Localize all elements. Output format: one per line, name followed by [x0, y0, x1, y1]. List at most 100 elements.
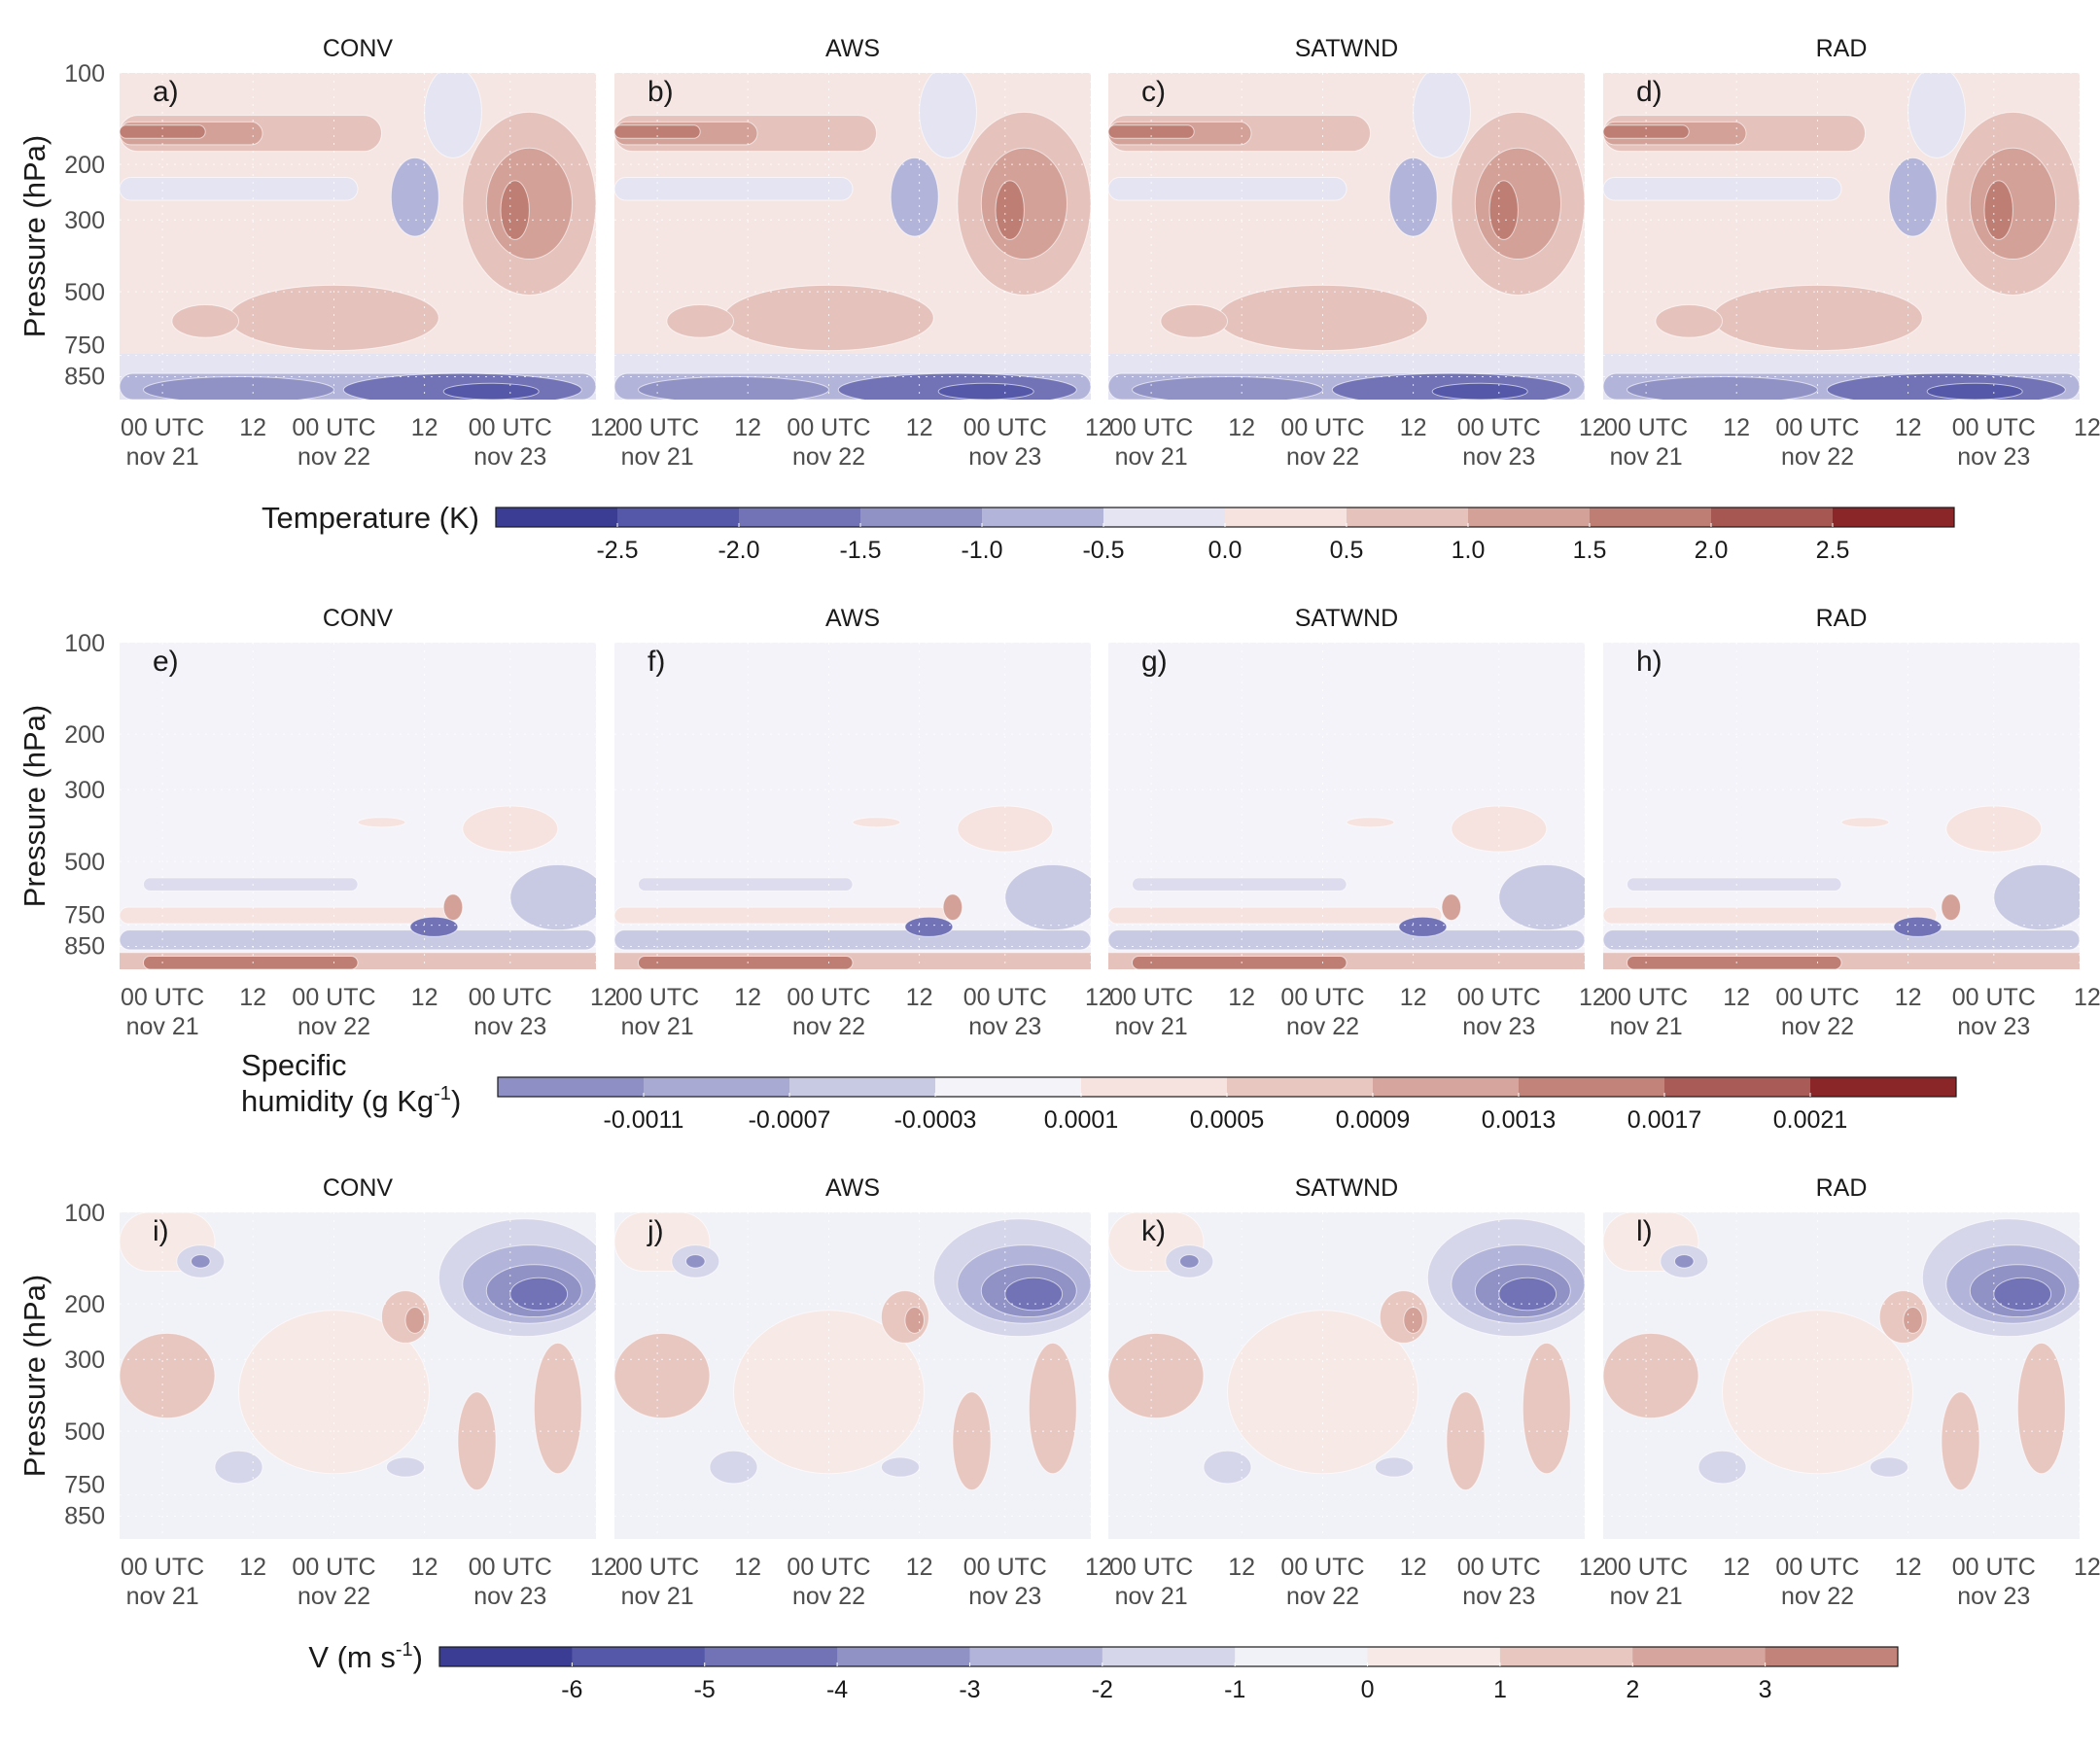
- pos-wind: [533, 1342, 582, 1475]
- x-tick-label: 00 UTC: [121, 1554, 204, 1581]
- colorbar-label-end: ): [451, 1084, 461, 1118]
- neg-wind-core: [685, 1254, 706, 1269]
- y-tick-label: 850: [64, 1502, 105, 1529]
- neg-wind: [709, 1450, 758, 1485]
- x-tick-label: 12: [734, 984, 761, 1011]
- jet-neg-core: [509, 1277, 569, 1312]
- dry-spot: [1004, 863, 1091, 931]
- x-tick-label: 12: [1579, 414, 1606, 441]
- x-tick-label: 00 UTC: [1775, 1554, 1859, 1581]
- colorbar-segment: [439, 1647, 573, 1666]
- cool-band: [1108, 177, 1348, 201]
- x-tick-label: 12: [1085, 1554, 1112, 1581]
- cold-core: [1132, 375, 1323, 400]
- warm-upper-core: [1488, 180, 1519, 240]
- x-tick-label: 12: [411, 414, 438, 441]
- x-tick-label: 00 UTC: [1109, 414, 1193, 441]
- x-tick-date: nov 21: [621, 1583, 694, 1610]
- cold-core: [1926, 382, 2023, 400]
- cool-plume: [1908, 73, 1966, 158]
- dry-core: [1398, 916, 1448, 937]
- panel-title: CONV: [323, 605, 394, 632]
- panel-label: l): [1636, 1215, 1653, 1247]
- pos-wind: [1522, 1342, 1571, 1475]
- dry-band: [638, 877, 854, 892]
- moist-spot: [357, 817, 406, 828]
- panel-field: [614, 1212, 1091, 1539]
- colorbar-frame: [438, 1646, 1899, 1667]
- panel-field: [614, 73, 1091, 400]
- panel-field: [1108, 643, 1585, 969]
- jet-neg-core: [1004, 1277, 1064, 1312]
- x-tick-label: 12: [906, 414, 933, 441]
- x-tick-label: 12: [411, 984, 438, 1011]
- colorbar-segment: [1227, 1077, 1374, 1097]
- x-tick-date: nov 22: [1781, 1583, 1854, 1610]
- pos-wind: [1446, 1391, 1486, 1491]
- x-tick-label: 12: [1723, 414, 1750, 441]
- colorbar-segment: [1810, 1077, 1957, 1097]
- x-tick-label: 00 UTC: [1109, 1554, 1193, 1581]
- jet-neg-core: [1498, 1277, 1558, 1312]
- y-tick-label: 500: [64, 279, 105, 306]
- moist-band: [1603, 906, 1938, 925]
- cool-plume: [424, 73, 482, 158]
- x-tick-label: 00 UTC: [1604, 984, 1688, 1011]
- pos-wind-core: [1903, 1306, 1923, 1334]
- x-tick-date: nov 23: [1462, 443, 1535, 471]
- x-tick-label: 00 UTC: [1457, 984, 1541, 1011]
- colorbar-tick-label: -2.5: [596, 537, 638, 564]
- colorbar-segment: [1833, 508, 1955, 527]
- warm-mid: [1217, 284, 1428, 352]
- moist-spot: [852, 817, 901, 828]
- x-tick-label: 12: [1895, 414, 1922, 441]
- colorbar-temperature: -2.5 -2.0 -1.5 -1.0 -0.5 0.0 0.5 1.0 1.5 2.0 2.5 Te…: [262, 501, 1955, 564]
- pos-wind-core: [404, 1306, 426, 1334]
- moist-spot: [462, 805, 559, 853]
- row-meridional_wind: Pressure (hPa)100200300500750850CONVi)00…: [18, 1174, 2100, 1703]
- colorbar-tick-label: 0.0013: [1482, 1106, 1556, 1134]
- colorbar-tick-label: -0.5: [1082, 537, 1124, 564]
- colorbar-tick-label: -0.0007: [749, 1106, 831, 1134]
- colorbar-tick-label: -1: [1224, 1676, 1245, 1703]
- moist-spot: [442, 893, 464, 922]
- panel-field: [1108, 1212, 1585, 1539]
- x-tick-date: nov 21: [621, 1013, 694, 1040]
- cool-plume: [919, 73, 977, 158]
- warm-upper-core: [995, 180, 1025, 240]
- warm-mid: [723, 284, 934, 352]
- colorbar-segment: [1765, 1647, 1899, 1666]
- x-tick-label: 00 UTC: [1109, 984, 1193, 1011]
- panel-label: i): [153, 1215, 169, 1247]
- x-tick-date: nov 23: [968, 1583, 1041, 1610]
- x-tick-label: 12: [590, 414, 617, 441]
- colorbar-segment: [1103, 508, 1226, 527]
- cold-core: [1431, 382, 1528, 400]
- x-tick-label: 00 UTC: [1604, 414, 1688, 441]
- neg-wind-core: [1179, 1254, 1200, 1269]
- x-tick-label: 00 UTC: [292, 414, 375, 441]
- warm-core: [614, 124, 701, 139]
- x-tick-label: 12: [2074, 984, 2100, 1011]
- panel-title: AWS: [825, 1174, 880, 1202]
- colorbar-tick-label: 2.5: [1816, 537, 1850, 564]
- warm-upper-core: [1983, 180, 2013, 240]
- x-tick-label: 12: [1085, 414, 1112, 441]
- colorbar-segment: [837, 1647, 970, 1666]
- panel-title: SATWND: [1295, 35, 1398, 62]
- x-tick-label: 00 UTC: [787, 1554, 870, 1581]
- colorbar-tick-label: 0.0009: [1336, 1106, 1410, 1134]
- cool-spot: [1388, 157, 1438, 237]
- x-tick-label: 00 UTC: [1457, 1554, 1541, 1581]
- dry-band: [143, 877, 359, 892]
- cold-core: [638, 375, 829, 400]
- x-tick-date: nov 23: [968, 1013, 1041, 1040]
- x-tick-date: nov 21: [1115, 1013, 1188, 1040]
- x-tick-label: 12: [2074, 414, 2100, 441]
- pos-wind: [614, 1332, 711, 1419]
- panel-field: [614, 643, 1091, 969]
- pos-wind-core: [904, 1306, 926, 1334]
- colorbar-tick-label: 3: [1759, 1676, 1772, 1703]
- x-tick-label: 00 UTC: [963, 984, 1047, 1011]
- moist-spot: [957, 805, 1054, 853]
